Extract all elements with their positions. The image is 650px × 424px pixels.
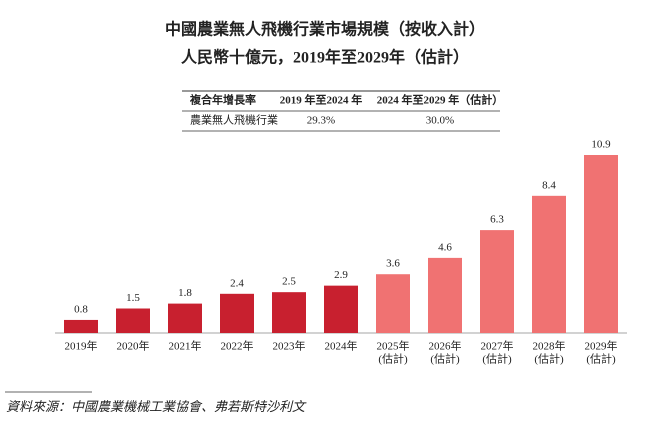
- bar: [324, 285, 358, 333]
- x-tick-label: 2029年: [585, 339, 618, 353]
- x-tick-label: 2026年: [429, 339, 462, 353]
- table-header: 2019 年至2024 年: [280, 93, 363, 107]
- table-header: 2024 年至2029 年（估計）: [377, 93, 504, 107]
- bar: [116, 308, 150, 333]
- value-label: 1.5: [126, 292, 140, 304]
- chart-subtitle: 人民幣十億元，2019年至2029年（估計）: [181, 48, 469, 67]
- bar: [168, 303, 202, 333]
- value-label: 1.8: [178, 287, 192, 299]
- x-tick-label: (估計): [430, 352, 460, 366]
- value-label: 0.8: [74, 303, 88, 315]
- bar: [532, 195, 566, 333]
- x-tick-label: 2028年: [533, 339, 566, 353]
- bar: [272, 292, 306, 333]
- value-label: 8.4: [542, 179, 556, 191]
- value-label: 6.3: [490, 214, 504, 226]
- bar: [220, 293, 254, 333]
- x-tick-label: (估計): [378, 352, 408, 366]
- value-label: 10.9: [591, 139, 611, 151]
- bar: [64, 319, 98, 333]
- x-tick-label: (估計): [482, 352, 512, 366]
- x-tick-label: 2019年: [65, 339, 98, 353]
- value-label: 4.6: [438, 241, 452, 253]
- chart-title: 中國農業無人飛機行業市場規模（按收入計）: [165, 20, 485, 39]
- table-cell: 農業無人飛機行業: [190, 113, 278, 127]
- bar: [480, 230, 514, 333]
- table-cell: 29.3%: [307, 115, 335, 127]
- x-tick-label: 2020年: [117, 339, 150, 353]
- value-label: 2.9: [334, 269, 348, 281]
- x-tick-label: 2023年: [273, 339, 306, 353]
- bar: [584, 155, 618, 333]
- bar: [428, 257, 462, 333]
- x-tick-label: 2024年: [325, 339, 358, 353]
- bar: [376, 274, 410, 333]
- x-tick-label: 2021年: [169, 339, 202, 353]
- x-tick-label: 2027年: [481, 339, 514, 353]
- value-label: 2.4: [230, 277, 244, 289]
- value-label: 2.5: [282, 276, 296, 288]
- value-label: 3.6: [386, 258, 400, 270]
- x-tick-label: 2022年: [221, 339, 254, 353]
- table-header: 複合年增長率: [189, 93, 256, 107]
- table-cell: 30.0%: [426, 115, 454, 127]
- x-tick-label: 2025年: [377, 339, 410, 353]
- source-note: 資料來源：中國農業機械工業協會、弗若斯特沙利文: [6, 399, 307, 414]
- x-tick-label: (估計): [586, 352, 616, 366]
- x-tick-label: (估計): [534, 352, 564, 366]
